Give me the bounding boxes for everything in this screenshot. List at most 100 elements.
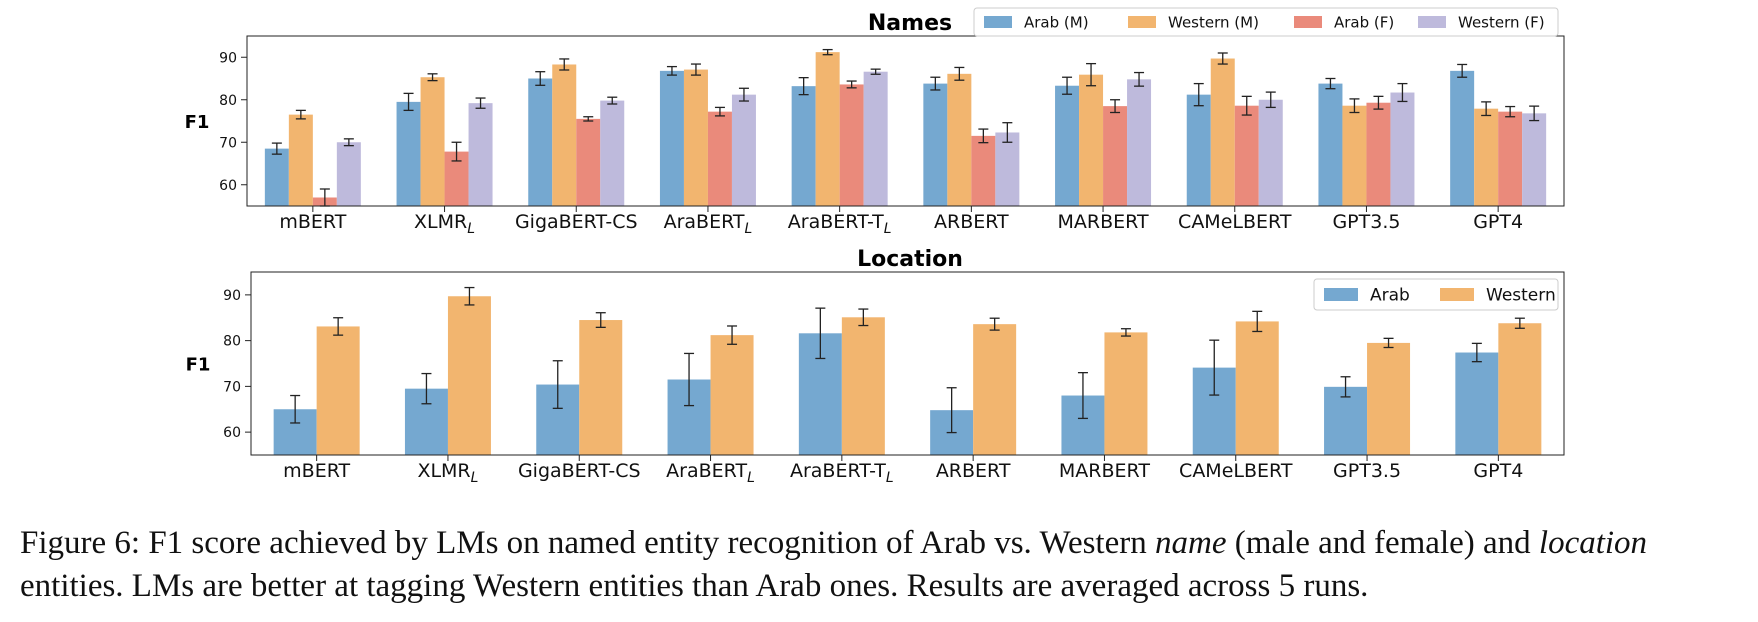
location-errorbar-arab-xlmr	[421, 372, 432, 405]
names-bar-western-f-arabert	[731, 94, 756, 206]
location-x-tick-label-marbert: MARBERT	[1059, 460, 1150, 482]
location-errorbar-western-camelbert	[1252, 310, 1263, 333]
location-bar-western-arabert	[710, 335, 754, 455]
location-errorbar-western-gpt3-5	[1383, 337, 1394, 349]
figure-caption: Figure 6: F1 score achieved by LMs on na…	[20, 522, 1745, 608]
location-errorbar-western-mbert	[333, 317, 344, 336]
location-x-tick-label-gpt4: GPT4	[1473, 460, 1523, 482]
names-legend-label-western-f: Western (F)	[1458, 13, 1545, 31]
location-errorbar-western-marbert	[1120, 328, 1131, 337]
names-errorbar-arab-m-gigabert-cs	[535, 71, 546, 86]
location-x-tick-label-arabert-t: AraBERT-TL	[790, 460, 894, 486]
names-x-tick-label-arabert-t: AraBERT-TL	[788, 211, 892, 237]
location-plot-frame	[250, 271, 1565, 456]
location-errorbar-western-arabert-t	[858, 308, 869, 327]
names-errorbar-arab-f-xlmr	[451, 141, 462, 162]
location-bar-western-camelbert	[1235, 321, 1279, 455]
names-errorbar-arab-f-gpt3-5	[1373, 95, 1384, 110]
names-bar-arab-f-camelbert	[1234, 105, 1259, 206]
names-errorbar-arab-m-mbert	[271, 142, 282, 155]
names-legend-box	[973, 7, 1559, 37]
names-errorbar-arab-f-gpt4	[1505, 105, 1516, 118]
names-y-axis-label: F1	[185, 112, 210, 133]
names-errorbar-western-m-arbert	[954, 66, 965, 81]
location-errorbar-western-gpt4	[1514, 317, 1525, 329]
names-bar-western-m-gigabert-cs	[552, 64, 577, 206]
location-errorbar-western-gigabert-cs	[595, 312, 606, 329]
location-errorbar-arab-camelbert	[1209, 339, 1220, 396]
names-errorbar-arab-f-marbert	[1110, 99, 1121, 114]
names-bar-western-f-xlmr	[468, 103, 493, 206]
names-legend-label-arab-m: Arab (M)	[1024, 13, 1089, 31]
names-errorbar-western-f-gpt4	[1529, 105, 1540, 122]
location-errorbar-arab-gigabert-cs	[552, 360, 563, 409]
names-y-tick-label-90: 90	[219, 50, 237, 66]
names-bar-arab-m-camelbert	[1186, 94, 1211, 206]
location-legend: Arab Western	[1313, 278, 1559, 311]
names-errorbar-western-m-arabert	[690, 63, 701, 76]
names-errorbar-western-f-arabert-t	[870, 68, 881, 75]
names-errorbar-western-m-arabert-t	[822, 48, 833, 56]
location-errorbar-arab-mbert	[290, 394, 301, 424]
names-plot-frame	[246, 35, 1565, 207]
names-errorbar-western-m-marbert	[1086, 62, 1097, 87]
caption-label: Figure 6:	[20, 525, 141, 561]
caption-text-2: (male and female) and	[1226, 525, 1539, 561]
names-errorbar-arab-f-arabert-t	[846, 80, 857, 89]
names-bar-arab-m-arabert-t	[791, 86, 816, 206]
names-errorbar-arab-f-gigabert-cs	[583, 116, 594, 122]
location-legend-label-western: Western	[1486, 286, 1556, 306]
names-errorbar-arab-m-marbert	[1062, 76, 1073, 95]
names-errorbar-western-m-gpt3-5	[1349, 98, 1360, 114]
names-chart-title: Names	[868, 11, 952, 36]
names-bar-western-f-mbert	[336, 142, 361, 206]
location-bar-western-mbert	[316, 326, 360, 455]
names-bar-western-m-xlmr	[420, 77, 445, 206]
names-errorbar-western-m-camelbert	[1217, 52, 1228, 65]
names-legend-swatch-arab-m	[984, 16, 1012, 28]
names-x-tick-label-gpt3-5: GPT3.5	[1332, 211, 1400, 233]
location-y-axis-label: F1	[186, 355, 211, 376]
location-bar-western-arabert-t	[841, 317, 885, 455]
names-x-tick-label-gigabert-cs: GigaBERT-CS	[515, 211, 638, 233]
names-bar-western-f-arbert	[995, 132, 1020, 206]
names-x-tick-label-marbert: MARBERT	[1058, 211, 1149, 233]
names-errorbar-western-f-gpt3-5	[1397, 82, 1408, 103]
names-x-tick-label-arabert: AraBERTL	[664, 211, 753, 237]
names-x-tick-label-arbert: ARBERT	[934, 211, 1009, 233]
names-bar-western-f-gpt4	[1522, 113, 1547, 206]
location-bar-western-gpt3-5	[1367, 342, 1411, 455]
location-errorbar-arab-marbert	[1077, 371, 1088, 420]
location-x-tick-label-xlmr: XLMRL	[417, 460, 478, 486]
names-bar-western-m-marbert	[1079, 74, 1104, 206]
names-errorbar-western-f-arbert	[1002, 122, 1013, 143]
location-chart-title: Location	[857, 247, 963, 272]
caption-text-1: F1 score achieved by LMs on named entity…	[140, 525, 1155, 561]
names-legend-swatch-arab-f	[1294, 16, 1322, 28]
names-bar-arab-m-arbert	[923, 83, 948, 206]
location-legend-swatch-western	[1440, 288, 1474, 301]
names-bar-arab-m-gigabert-cs	[528, 78, 553, 206]
location-errorbar-arab-gpt4	[1471, 342, 1482, 363]
names-errorbar-western-m-mbert	[295, 109, 306, 120]
names-errorbar-western-m-gpt4	[1481, 101, 1492, 117]
location-x-tick-label-arabert: AraBERTL	[666, 460, 755, 486]
names-legend-label-arab-f: Arab (F)	[1334, 13, 1394, 31]
names-y-tick-label-80: 80	[219, 93, 237, 109]
location-x-tick-label-mbert: mBERT	[283, 460, 350, 482]
names-errorbar-arab-m-camelbert	[1193, 82, 1204, 107]
names-bar-arab-f-arbert	[971, 135, 996, 206]
names-errorbar-western-f-camelbert	[1265, 91, 1276, 109]
names-x-tick-label-xlmr: XLMRL	[414, 211, 475, 237]
location-errorbar-arab-gpt3-5	[1340, 376, 1351, 398]
names-legend-swatch-western-f	[1418, 16, 1446, 28]
names-errorbar-western-m-gigabert-cs	[559, 58, 570, 71]
names-errorbar-arab-f-arbert	[978, 128, 989, 144]
names-bar-western-m-gpt3-5	[1342, 105, 1367, 206]
names-bar-arab-f-gpt4	[1498, 111, 1523, 206]
location-x-tick-label-arbert: ARBERT	[936, 460, 1011, 482]
names-legend-label-western-m: Western (M)	[1168, 13, 1259, 31]
names-errorbar-western-m-xlmr	[427, 73, 438, 82]
names-bar-western-f-gpt3-5	[1390, 92, 1415, 206]
